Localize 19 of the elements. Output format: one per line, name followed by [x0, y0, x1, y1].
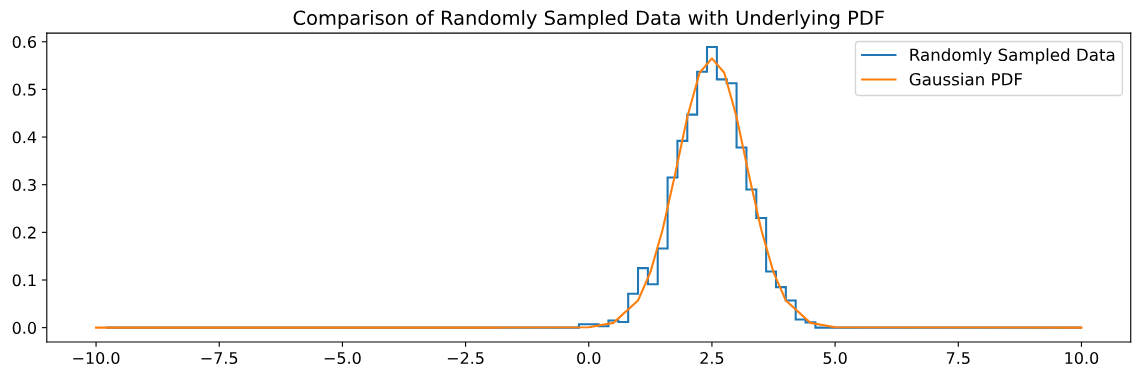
- x-tick-label: −2.5: [447, 351, 484, 365]
- x-tick-label: −7.5: [201, 352, 238, 365]
- legend-label: Randomly Sampled Data: [910, 48, 1115, 65]
- y-tick-label: 0.3: [12, 178, 36, 191]
- x-tick-label: 7.5: [946, 352, 970, 365]
- x-tick-label: 0.0: [577, 351, 601, 365]
- x-tick-label: −5.0: [324, 351, 361, 365]
- x-tick-label: 10.0: [1065, 351, 1099, 365]
- y-tick-label: 0.2: [12, 226, 36, 239]
- chart-title: Comparison of Randomly Sampled Data with Underlying PDF: [293, 10, 884, 29]
- x-tick-label: −10.0: [73, 351, 120, 365]
- y-tick-label: 0.5: [12, 83, 36, 96]
- y-tick-label: 0.0: [12, 321, 36, 334]
- x-tick-label: 2.5: [700, 351, 724, 365]
- y-tick-label: 0.1: [12, 274, 36, 287]
- y-tick-label: 0.4: [12, 131, 37, 144]
- y-tick-label: 0.6: [12, 35, 37, 49]
- x-tick-label: 5.0: [823, 351, 847, 365]
- legend-label: Gaussian PDF: [909, 72, 1023, 86]
